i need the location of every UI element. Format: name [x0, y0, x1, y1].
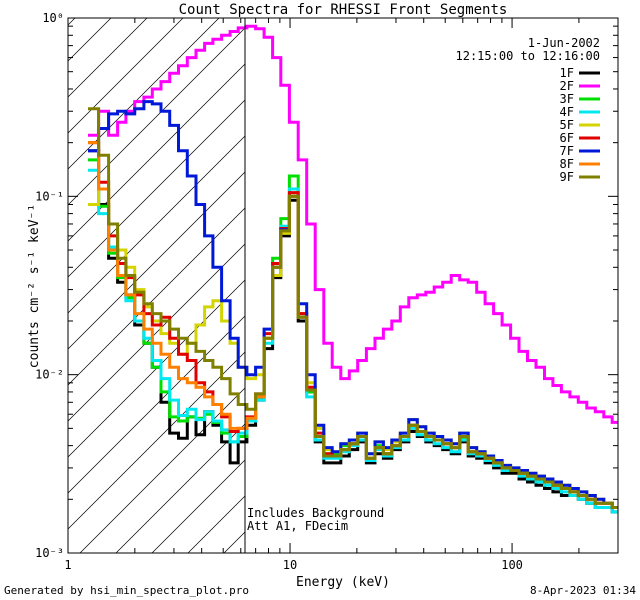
- attenuator-note: Att A1, FDecim: [247, 519, 348, 533]
- series-1F: [88, 149, 618, 514]
- legend-label-7F: 7F: [560, 144, 574, 158]
- y-tick-label: 10⁻¹: [35, 189, 64, 203]
- legend-label-6F: 6F: [560, 131, 574, 145]
- series-8F: [88, 141, 618, 509]
- generated-by-footer: Generated by hsi_min_spectra_plot.pro: [4, 584, 249, 597]
- y-axis-label: counts cm⁻² s⁻¹ keV⁻¹: [27, 204, 42, 368]
- background-note: Includes Background: [247, 506, 384, 520]
- chart-title: Count Spectra for RHESSI Front Segments: [179, 2, 508, 18]
- y-tick-label: 10⁻²: [35, 368, 64, 382]
- legend-label-1F: 1F: [560, 66, 574, 80]
- series-6F: [88, 141, 618, 509]
- x-axis-label: Energy (keV): [296, 575, 390, 590]
- legend-label-4F: 4F: [560, 105, 574, 119]
- legend-time-range: 12:15:00 to 12:16:00: [456, 49, 601, 63]
- legend-date: 1-Jun-2002: [528, 36, 600, 50]
- y-tick-label: 10⁻³: [35, 546, 64, 560]
- series-5F: [88, 187, 618, 509]
- legend-label-3F: 3F: [560, 92, 574, 106]
- y-tick-label: 10⁰: [42, 11, 64, 25]
- series-4F: [88, 168, 618, 514]
- x-tick-label: 1: [64, 558, 71, 572]
- series-2F: [88, 24, 618, 424]
- legend-label-8F: 8F: [560, 157, 574, 171]
- series-9F: [88, 107, 618, 509]
- x-tick-label: 10: [283, 558, 297, 572]
- background-hatch-region: [68, 18, 245, 553]
- timestamp-footer: 8-Apr-2023 01:34: [530, 584, 636, 597]
- x-tick-label: 100: [501, 558, 523, 572]
- legend-label-2F: 2F: [560, 79, 574, 93]
- plot-frame: [67, 17, 619, 554]
- legend-label-9F: 9F: [560, 170, 574, 184]
- legend-label-5F: 5F: [560, 118, 574, 132]
